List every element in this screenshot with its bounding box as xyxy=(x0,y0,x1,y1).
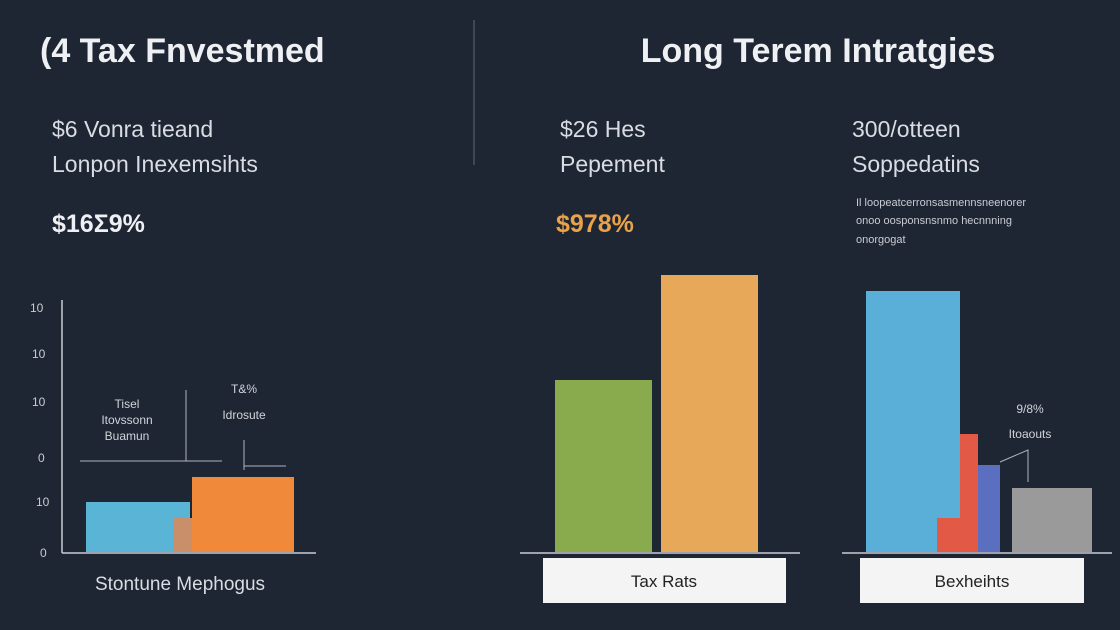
far-line: 300/otteen xyxy=(852,116,961,142)
note: T&% xyxy=(231,382,257,396)
bar-shape xyxy=(960,434,978,552)
note: Tisel xyxy=(115,397,140,411)
bar-shape xyxy=(661,275,758,552)
left-title: (4 Tax Fnvestmed xyxy=(40,32,325,70)
bar-shape xyxy=(86,502,190,552)
bar-shape xyxy=(555,380,652,552)
annotation-lines xyxy=(80,390,286,470)
left-figure: $16Σ9% xyxy=(52,210,145,238)
left-line: Lonpon Inexemsihts xyxy=(52,151,258,177)
note: Itovssonn xyxy=(101,413,152,427)
small-text: Il loopeatcerronsasmennsneenorer xyxy=(856,197,1026,209)
left-caption: Stontune Mephogus xyxy=(95,574,265,595)
bar-shape xyxy=(866,291,960,552)
bar-shape xyxy=(978,465,1000,552)
bar-shape xyxy=(174,518,192,552)
label-box xyxy=(543,558,786,603)
small-text: onorgogat xyxy=(856,234,906,246)
bar-shape xyxy=(192,477,294,552)
note: 9/8% xyxy=(1016,402,1044,416)
annotation-line xyxy=(999,449,1029,482)
left-line: $6 Vonra tieand xyxy=(52,116,213,142)
middle-figure: $978% xyxy=(556,210,634,238)
middle-line: $26 Hes xyxy=(560,116,646,142)
small-text: onoo oosponsnsnmo hecnnning xyxy=(856,215,1012,227)
axis-label: 0 xyxy=(38,451,45,465)
box-label: Bexheihts xyxy=(935,572,1010,591)
note: Buamun xyxy=(105,429,150,443)
axis-label: 10 xyxy=(30,301,44,315)
left-axes xyxy=(61,300,316,554)
label-box xyxy=(860,558,1084,603)
note: Itoaouts xyxy=(1009,427,1052,441)
far-line: Soppedatins xyxy=(852,151,980,177)
bar-shape xyxy=(1012,488,1092,552)
axis-label: 0 xyxy=(40,546,47,560)
axis-label: 10 xyxy=(36,495,50,509)
note: Idrosute xyxy=(222,408,266,422)
right-title: Long Terem Intratgies xyxy=(641,32,996,70)
middle-line: Pepement xyxy=(560,151,665,177)
axis-label: 10 xyxy=(32,395,46,409)
axis-label: 10 xyxy=(32,347,46,361)
box-label: Tax Rats xyxy=(631,572,697,591)
bar-shape xyxy=(937,518,960,552)
